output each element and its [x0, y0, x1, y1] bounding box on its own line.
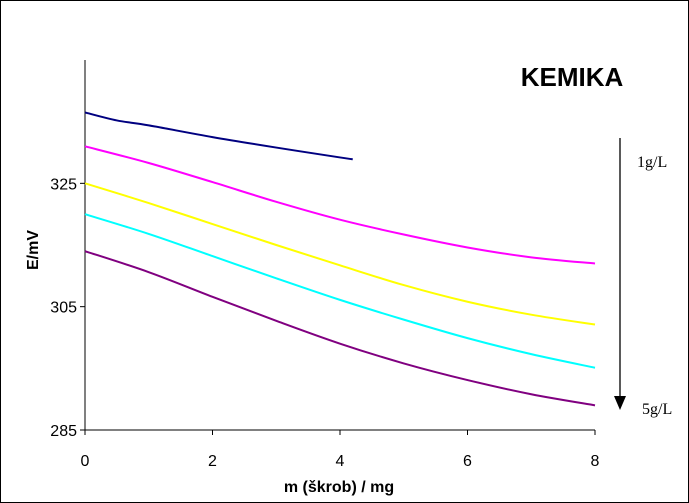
tick-layer: 285 305 325 0 2 4 6 8 — [50, 176, 599, 470]
concentration-arrow-head — [614, 396, 626, 410]
x-tick-label: 4 — [336, 453, 345, 470]
series-line-4 — [84, 213, 596, 369]
x-tick-label: 2 — [208, 453, 217, 470]
x-tick-label: 6 — [463, 453, 472, 470]
y-axis-title: E/mV — [25, 230, 42, 270]
chart-title: KEMIKA — [521, 62, 624, 92]
series-line-1 — [84, 111, 353, 161]
x-tick-label: 8 — [591, 453, 600, 470]
y-tick-label: 325 — [50, 176, 77, 193]
y-tick-label: 305 — [50, 300, 77, 317]
series-line-2 — [84, 145, 596, 265]
series-line-3 — [84, 182, 596, 326]
concentration-bottom-label: 5g/L — [642, 401, 672, 418]
x-axis-title: m (škrob) / mg — [284, 479, 394, 496]
series-line-5 — [84, 250, 596, 407]
x-tick-label: 0 — [81, 453, 90, 470]
y-tick-label: 285 — [50, 423, 77, 440]
series-layer — [84, 111, 596, 407]
concentration-top-label: 1g/L — [637, 154, 667, 171]
axes — [84, 60, 595, 431]
